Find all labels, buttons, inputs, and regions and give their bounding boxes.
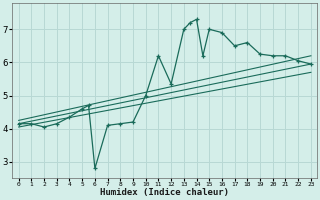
X-axis label: Humidex (Indice chaleur): Humidex (Indice chaleur) [100,188,229,197]
